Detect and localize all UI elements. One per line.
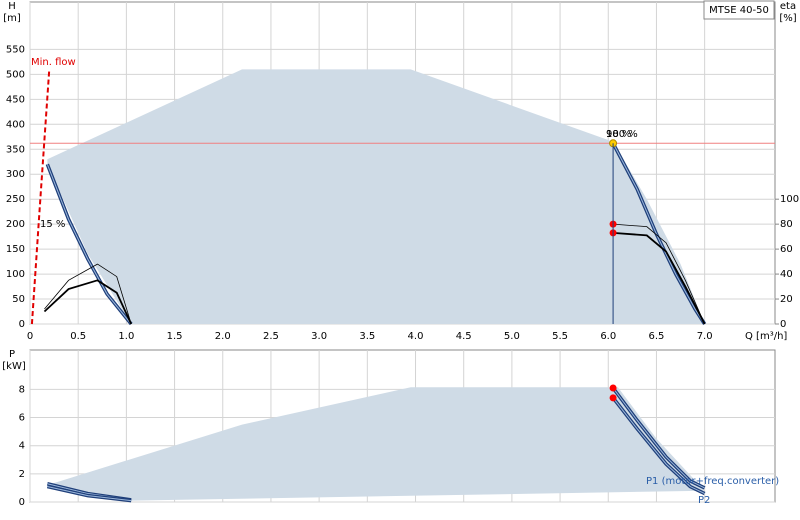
- y-tick-label: 4: [19, 441, 25, 452]
- min-flow-label: Min. flow: [31, 57, 76, 68]
- x-tick-label: 2.0: [215, 331, 231, 342]
- curve: [612, 397, 705, 495]
- curve: [612, 387, 705, 489]
- y-tick-label: 450: [6, 94, 25, 105]
- y-label: H: [8, 1, 16, 12]
- y-tick-label: 150: [6, 244, 25, 255]
- y-label: P: [9, 349, 15, 360]
- y2-label: eta: [780, 1, 796, 12]
- x-tick-label: 6.0: [600, 331, 616, 342]
- x-tick-label: 4.5: [456, 331, 472, 342]
- y-tick-label: 500: [6, 69, 25, 80]
- x-tick-label: 6.5: [649, 331, 665, 342]
- x-tick-label: 7.0: [697, 331, 713, 342]
- efficiency-curve: [43, 279, 133, 325]
- y2-tick-label: 80: [780, 219, 793, 230]
- legend-text: MTSE 40-50: [709, 5, 769, 16]
- y2-tick-label: 60: [780, 244, 793, 255]
- efficiency-curve: [613, 223, 706, 325]
- y-tick-label: 0: [19, 319, 25, 330]
- y-unit: [kW]: [2, 361, 26, 372]
- x-tick-label: 1.5: [167, 331, 183, 342]
- duty-point: [609, 384, 617, 392]
- y-tick-label: 8: [19, 384, 25, 395]
- y2-tick-label: 100: [780, 194, 799, 205]
- x-tick-label: 3.0: [311, 331, 327, 342]
- duty-label: 100 %: [606, 129, 638, 140]
- curve: [46, 164, 132, 325]
- y-tick-label: 350: [6, 144, 25, 155]
- y2-tick-label: 20: [780, 294, 793, 305]
- y2-tick-label: 40: [780, 269, 793, 280]
- efficiency-curve: [613, 231, 706, 325]
- x-label: Q [m³/h]: [745, 331, 787, 342]
- y2-unit: [%]: [779, 13, 796, 24]
- y-tick-label: 300: [6, 169, 25, 180]
- x-tick-label: 0.5: [70, 331, 86, 342]
- x-tick-label: 5.0: [504, 331, 520, 342]
- eta-label: 15 %: [40, 219, 65, 230]
- duty-label: 98 %: [606, 129, 631, 140]
- x-tick-label: 1.0: [118, 331, 134, 342]
- y-tick-label: 550: [6, 44, 25, 55]
- curve: [47, 486, 132, 502]
- min-flow-line: [30, 69, 51, 325]
- p1-label: P1 (motor+freq.converter): [646, 476, 779, 487]
- x-tick-label: 3.5: [359, 331, 375, 342]
- y-tick-label: 200: [6, 219, 25, 230]
- x-tick-label: 4.0: [408, 331, 424, 342]
- y-unit: [m]: [3, 13, 21, 24]
- duty-point: [609, 394, 617, 402]
- legend-box: [703, 0, 775, 20]
- curve: [612, 143, 706, 325]
- efficiency-curve: [44, 263, 132, 325]
- y-tick-label: 0: [19, 497, 25, 508]
- x-tick-label: 2.5: [263, 331, 279, 342]
- operating-area: [47, 387, 705, 501]
- x-tick-label: 5.5: [552, 331, 568, 342]
- p2-label: P2: [698, 495, 710, 506]
- y-tick-label: 400: [6, 119, 25, 130]
- y-tick-label: 2: [19, 469, 25, 480]
- y-tick-label: 250: [6, 194, 25, 205]
- x-tick-label: 0: [27, 331, 33, 342]
- y-tick-label: 100: [6, 269, 25, 280]
- y2-tick-label: 0: [780, 319, 786, 330]
- y-tick-label: 50: [12, 294, 25, 305]
- operating-area: [47, 69, 705, 324]
- y-tick-label: 6: [19, 413, 25, 424]
